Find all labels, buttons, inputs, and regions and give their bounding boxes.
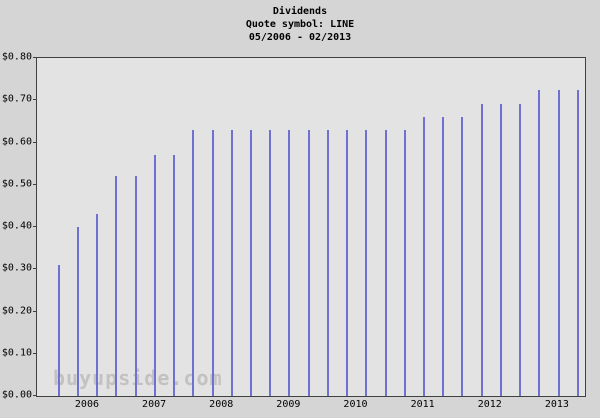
dividend-bar (115, 176, 118, 396)
y-tick-label: $0.20 (1, 305, 32, 316)
dividend-bar (576, 89, 579, 396)
x-tick-label: 2008 (209, 399, 234, 410)
x-tick-label: 2012 (477, 399, 502, 410)
y-tick-label: $0.70 (1, 93, 32, 105)
dividend-bar (365, 129, 368, 396)
y-tick-label: $0.80 (1, 51, 32, 63)
dividend-bar (134, 176, 137, 396)
x-tick-label: 2009 (276, 399, 301, 410)
dividend-bar (173, 155, 176, 396)
dividend-bar (153, 155, 156, 396)
chart-subtitle: Quote symbol: LINE (245, 19, 355, 30)
dividend-bar (57, 265, 60, 396)
dividend-bar (230, 129, 233, 396)
dividend-bar (538, 89, 541, 396)
dividend-bar (499, 104, 502, 396)
y-tick-label: $0.50 (1, 178, 32, 190)
x-tick-label: 2011 (410, 399, 435, 410)
dividend-bar (557, 89, 560, 396)
dividend-bar (403, 129, 406, 396)
x-tick-label: 2007 (142, 399, 167, 410)
dividend-bar (519, 104, 522, 396)
chart-date-range: 05/2006 - 02/2013 (248, 32, 352, 43)
x-tick-label: 2010 (343, 399, 368, 410)
dividend-bar (384, 129, 387, 396)
y-tick-label: $0.60 (1, 136, 32, 147)
y-tick-label: $0.10 (1, 347, 32, 359)
y-tick-label: $0.40 (1, 220, 32, 232)
dividend-bar (346, 129, 349, 396)
dividend-bar (77, 227, 80, 396)
plot-area: buyupside.com (36, 57, 586, 397)
dividend-bar (192, 129, 195, 396)
dividend-bar (423, 117, 425, 396)
dividend-bar (480, 104, 483, 396)
dividend-bar (250, 129, 253, 396)
y-tick-label: $0.30 (1, 262, 32, 274)
dividend-bar (96, 214, 99, 396)
dividend-bar (461, 117, 464, 396)
dividend-bar (326, 129, 329, 396)
dividend-bar (211, 129, 214, 396)
dividend-bar (442, 117, 445, 396)
x-tick-label: 2013 (544, 399, 569, 410)
dividend-bar (269, 129, 272, 396)
dividend-bar (288, 129, 291, 396)
chart-title: Dividends (272, 6, 328, 17)
x-tick-label: 2006 (74, 399, 99, 410)
dividend-bar (307, 129, 310, 396)
chart-header: Dividends Quote symbol: LINE 05/2006 - 0… (0, 5, 600, 44)
y-tick-label: $0.00 (1, 389, 32, 401)
